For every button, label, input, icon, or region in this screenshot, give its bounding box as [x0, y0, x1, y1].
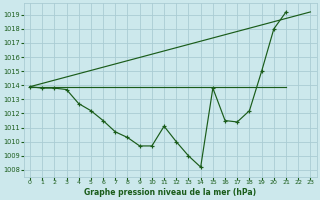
- X-axis label: Graphe pression niveau de la mer (hPa): Graphe pression niveau de la mer (hPa): [84, 188, 256, 197]
